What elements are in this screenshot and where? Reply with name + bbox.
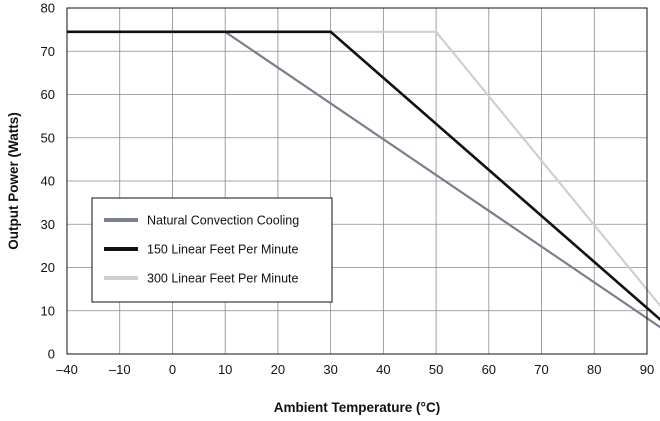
y-tick-label: 30 <box>41 217 55 232</box>
y-tick-label: 20 <box>41 260 55 275</box>
x-tick-label: 20 <box>271 362 285 377</box>
y-tick-label: 80 <box>41 1 55 16</box>
legend-label: Natural Convection Cooling <box>147 214 299 228</box>
plot-frame <box>66 7 648 355</box>
y-axis-title: Output Power (Watts) <box>6 112 21 250</box>
x-tick-label: –40 <box>56 362 78 377</box>
series-lines <box>67 30 660 329</box>
series-line-1 <box>67 30 660 329</box>
x-tick-label: 80 <box>587 362 601 377</box>
x-tick-labels: –40–100102030405060708090100 <box>56 362 654 377</box>
y-tick-label: 60 <box>41 87 55 102</box>
y-tick-label: 70 <box>41 44 55 59</box>
legend-label: 300 Linear Feet Per Minute <box>147 272 299 286</box>
x-tick-label: 90 <box>640 362 654 377</box>
x-tick-label: 10 <box>218 362 232 377</box>
x-tick-label: 70 <box>534 362 548 377</box>
y-tick-label: 10 <box>41 303 55 318</box>
x-tick-label: 30 <box>323 362 337 377</box>
y-tick-labels: 0 10 20 30 40 50 60 70 80 <box>41 1 55 362</box>
x-axis-title: Ambient Temperature (°C) <box>274 400 440 415</box>
legend: Natural Convection Cooling 150 Linear Fee… <box>91 197 333 303</box>
y-tick-label: 50 <box>41 130 55 145</box>
y-tick-label: 40 <box>41 174 55 189</box>
y-tick-label: 0 <box>48 347 55 362</box>
legend-label: 150 Linear Feet Per Minute <box>147 243 299 257</box>
x-tick-label: –10 <box>109 362 131 377</box>
x-tick-label: 40 <box>376 362 390 377</box>
x-tick-label: 60 <box>482 362 496 377</box>
series-line-2 <box>67 30 660 322</box>
x-tick-label: 0 <box>169 362 176 377</box>
series-line-3 <box>67 30 660 308</box>
x-tick-label: 50 <box>429 362 443 377</box>
